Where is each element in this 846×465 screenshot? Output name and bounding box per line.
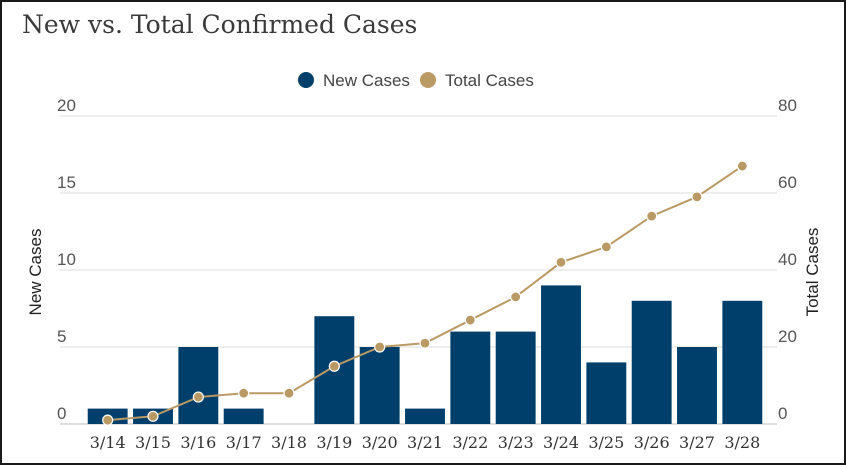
bar-new-cases-3-26 <box>631 300 672 424</box>
point-total-cases-3-28 <box>736 160 748 172</box>
left-axis-ticks: 0 5 10 15 20 <box>57 96 76 423</box>
chart-title: New vs. Total Confirmed Cases <box>22 10 418 39</box>
x-tick-label: 3/28 <box>724 433 760 452</box>
point-total-cases-3-27 <box>691 191 703 203</box>
legend: New Cases Total Cases <box>298 71 534 90</box>
right-axis-title: Total Cases <box>803 228 822 317</box>
x-tick-label: 3/22 <box>452 433 488 452</box>
x-tick-label: 3/27 <box>679 433 715 452</box>
right-tick-label: 60 <box>778 173 797 192</box>
x-tick-label: 3/21 <box>407 433 443 452</box>
point-total-cases-3-16 <box>192 391 204 403</box>
x-tick-label: 3/16 <box>180 433 216 452</box>
x-axis-ticks: 3/14 3/15 3/16 3/17 3/18 3/19 3/20 3/21 3/22 3/23… <box>90 433 761 452</box>
point-total-cases-3-19 <box>328 360 340 372</box>
left-tick-label: 5 <box>57 327 66 346</box>
legend-marker <box>298 72 314 88</box>
left-tick-label: 15 <box>57 173 76 192</box>
x-tick-label: 3/20 <box>362 433 398 452</box>
bar-new-cases-3-25 <box>586 362 627 424</box>
bar-new-cases-3-22 <box>450 331 491 424</box>
x-tick-label: 3/24 <box>543 433 579 452</box>
bar-new-cases-3-16 <box>178 347 219 424</box>
x-tick-label: 3/17 <box>226 433 262 452</box>
x-tick-label: 3/25 <box>588 433 624 452</box>
bar-new-cases-3-28 <box>722 300 763 424</box>
point-total-cases-3-24 <box>555 256 567 268</box>
left-tick-label: 0 <box>57 404 66 423</box>
bar-new-cases-3-24 <box>541 285 581 424</box>
right-tick-label: 0 <box>778 404 787 423</box>
x-tick-label: 3/14 <box>90 433 126 452</box>
bar-new-cases-3-21 <box>405 408 445 424</box>
left-tick-label: 10 <box>57 250 76 269</box>
point-total-cases-3-17 <box>238 387 250 399</box>
right-tick-label: 40 <box>778 250 797 269</box>
point-total-cases-3-26 <box>646 210 658 222</box>
point-total-cases-3-22 <box>464 314 476 326</box>
point-total-cases-3-23 <box>510 291 522 303</box>
bar-new-cases-3-23 <box>495 331 536 424</box>
point-total-cases-3-21 <box>419 337 431 349</box>
point-total-cases-3-14 <box>102 414 114 426</box>
point-total-cases-3-15 <box>147 410 159 422</box>
left-tick-label: 20 <box>57 96 76 115</box>
total-cases-line <box>102 160 748 426</box>
right-tick-label: 20 <box>778 327 797 346</box>
point-total-cases-3-25 <box>600 241 612 253</box>
point-total-cases-3-18 <box>283 387 295 399</box>
new-cases-bars <box>87 285 763 424</box>
x-tick-label: 3/15 <box>135 433 171 452</box>
legend-marker <box>420 72 436 88</box>
x-tick-label: 3/19 <box>316 433 352 452</box>
point-total-cases-3-20 <box>374 341 386 353</box>
left-axis-title: New Cases <box>26 229 45 316</box>
x-tick-label: 3/23 <box>498 433 534 452</box>
bar-new-cases-3-27 <box>677 347 717 424</box>
legend-label: Total Cases <box>445 71 534 90</box>
x-tick-label: 3/18 <box>271 433 307 452</box>
legend-label: New Cases <box>323 71 410 90</box>
bar-new-cases-3-17 <box>223 408 264 424</box>
x-tick-label: 3/26 <box>634 433 670 452</box>
right-axis-ticks: 0 20 40 60 80 <box>778 96 797 423</box>
right-tick-label: 80 <box>778 96 797 115</box>
bar-new-cases-3-20 <box>359 347 400 424</box>
